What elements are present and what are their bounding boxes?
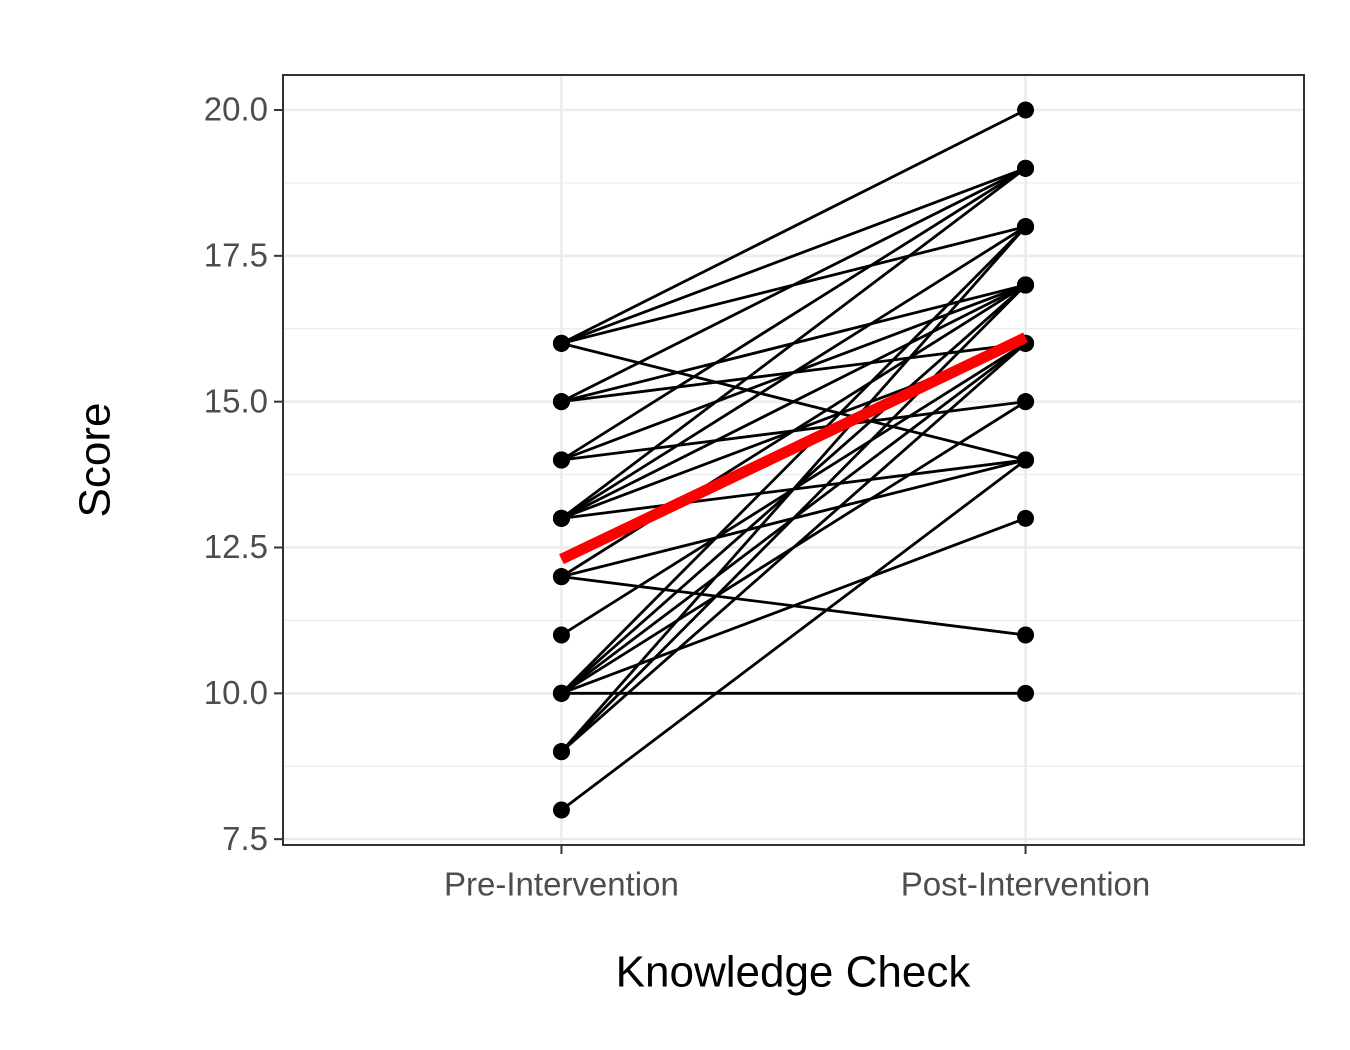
x-axis-title: Knowledge Check — [616, 948, 972, 997]
point — [1017, 218, 1035, 236]
subject-line — [560, 167, 1027, 403]
point — [1017, 159, 1035, 177]
y-tick-label: 10.0 — [204, 674, 268, 711]
subject-line — [560, 167, 1027, 345]
point — [1017, 684, 1035, 702]
point — [552, 743, 570, 761]
y-tick-label: 17.5 — [204, 237, 268, 274]
point — [552, 451, 570, 469]
y-tick-label: 12.5 — [204, 528, 268, 565]
point — [552, 334, 570, 352]
point — [552, 684, 570, 702]
point — [1017, 626, 1035, 644]
point — [1017, 101, 1035, 119]
subject-line — [560, 283, 1027, 520]
subject-line — [560, 225, 1027, 520]
subject-line — [560, 342, 1027, 753]
subject-line — [560, 225, 1027, 753]
subject-line — [560, 108, 1027, 345]
mean-line — [559, 332, 1028, 565]
subject-line — [560, 284, 1027, 753]
point — [552, 509, 570, 527]
subject-line — [560, 458, 1027, 812]
y-axis-title: Score — [71, 403, 120, 518]
subject-line — [560, 167, 1027, 462]
subject-line — [560, 167, 1027, 520]
point — [1017, 451, 1035, 469]
x-tick-label: Pre-Intervention — [444, 866, 679, 903]
point — [1017, 509, 1035, 527]
subject-line — [560, 517, 1027, 695]
panel-border — [282, 74, 1305, 846]
point — [552, 801, 570, 819]
point — [1017, 276, 1035, 294]
y-tick-label: 20.0 — [204, 91, 268, 128]
point — [552, 626, 570, 644]
point — [552, 393, 570, 411]
y-tick-label: 7.5 — [222, 820, 268, 857]
y-tick-label: 15.0 — [204, 382, 268, 419]
point — [1017, 393, 1035, 411]
x-tick-label: Post-Intervention — [901, 866, 1150, 903]
point — [552, 568, 570, 586]
subject-line — [560, 225, 1027, 695]
